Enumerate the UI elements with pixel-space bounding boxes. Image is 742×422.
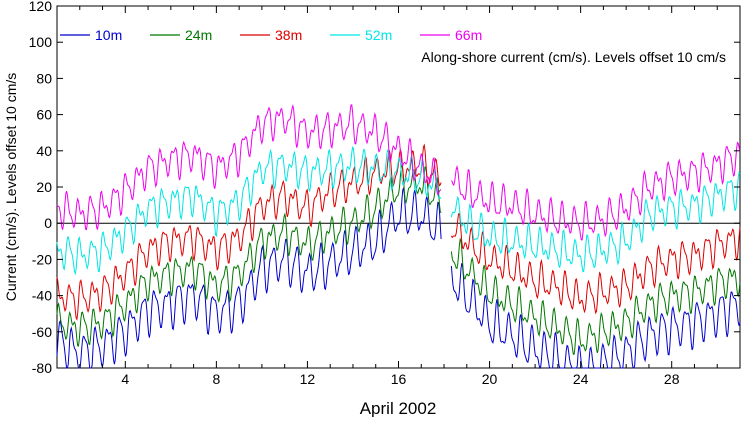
series-line-10m: [56, 186, 442, 369]
y-tick-label: 0: [44, 215, 52, 231]
x-tick-label: 24: [573, 371, 589, 387]
series-line-10m: [450, 263, 741, 370]
y-tick-label: 100: [29, 34, 53, 50]
legend-label: 38m: [275, 27, 302, 43]
y-axis-label: Current (cm/s). Levels offset 10 cm/s: [3, 73, 19, 301]
y-tick-label: 20: [36, 179, 52, 195]
x-tick-label: 12: [300, 371, 316, 387]
legend: 10m 24m 38m 52m 66m: [60, 27, 482, 43]
series-line-66m: [450, 141, 741, 241]
y-tick-label: 80: [36, 70, 52, 86]
y-tick-label: 120: [29, 0, 53, 14]
x-tick-label: 8: [212, 371, 220, 387]
x-tick-label: 28: [664, 371, 680, 387]
series-line-24m: [450, 237, 741, 355]
y-tick-label: 40: [36, 143, 52, 159]
series-line-38m: [450, 213, 741, 315]
series-layer: [56, 104, 741, 370]
x-tick-label: 16: [391, 371, 407, 387]
x-tick-label: 20: [482, 371, 498, 387]
y-tick-label: -40: [32, 288, 52, 304]
y-tick-label: -60: [32, 324, 52, 340]
legend-label: 10m: [95, 27, 122, 43]
x-axis-label: April 2002: [360, 399, 437, 417]
y-tick-label: -80: [32, 360, 52, 376]
y-axis: -80 -60 -40 -20 0 20 40 60 80 100 120: [29, 0, 740, 376]
series-line-52m: [56, 146, 442, 276]
y-tick-label: 60: [36, 107, 52, 123]
series-line-66m: [56, 104, 442, 231]
series-line-24m: [56, 164, 442, 347]
legend-label: 24m: [185, 27, 212, 43]
y-tick-label: -20: [32, 251, 52, 267]
legend-label: 66m: [455, 27, 482, 43]
annotation-text: Along-shore current (cm/s). Levels offse…: [421, 49, 726, 65]
series-line-38m: [56, 143, 442, 321]
series-line-52m: [450, 170, 741, 273]
legend-label: 52m: [365, 27, 392, 43]
x-tick-label: 4: [121, 371, 129, 387]
x-axis: 4 8 12 16 20 24 28: [56, 6, 741, 387]
